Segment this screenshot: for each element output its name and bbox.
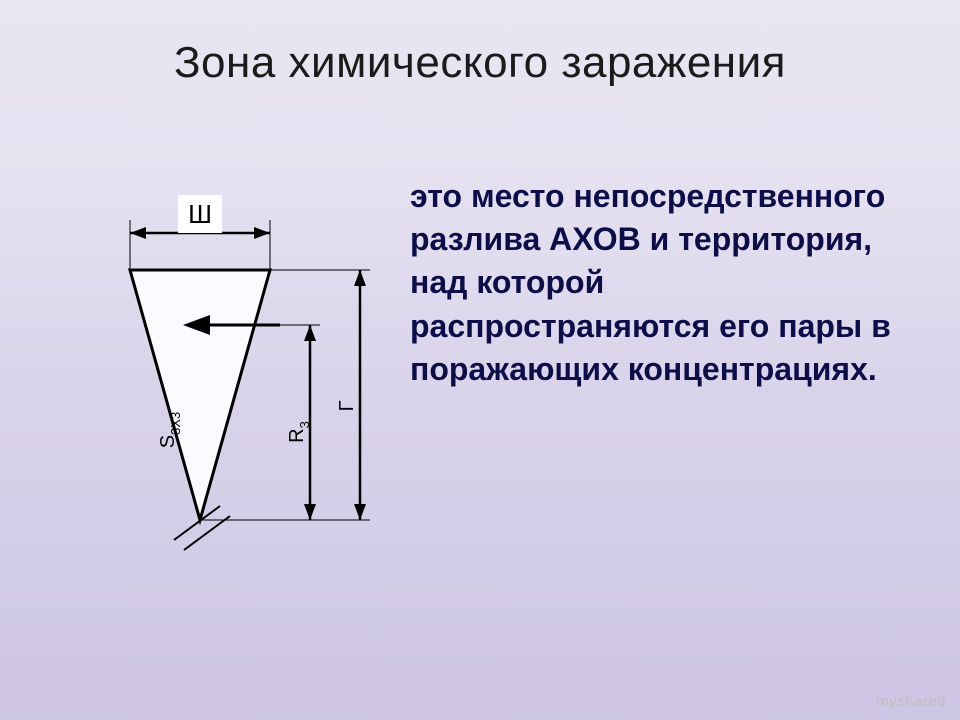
- dim-r3-arrow-top: [304, 325, 316, 341]
- diagram-svg: Ш Г R3 S3Х3: [70, 170, 390, 590]
- dim-w-label: Ш: [188, 199, 212, 229]
- contamination-zone-diagram: Ш Г R3 S3Х3: [70, 170, 390, 590]
- dim-g-arrow-bottom: [354, 504, 366, 520]
- dim-w-arrow-left: [130, 227, 146, 239]
- definition-text: это место непосредственного разлива АХОВ…: [410, 175, 910, 391]
- apex-tick-2: [184, 516, 230, 550]
- page-title: Зона химического заражения: [0, 38, 960, 88]
- dim-w-arrow-right: [254, 227, 270, 239]
- dim-g-arrow-top: [354, 270, 366, 286]
- dim-g-label: Г: [336, 400, 358, 411]
- dim-r3-label: R3: [286, 421, 312, 443]
- watermark: myshared: [876, 693, 946, 710]
- dim-r3-arrow-bottom: [304, 504, 316, 520]
- zone-triangle: [130, 270, 270, 520]
